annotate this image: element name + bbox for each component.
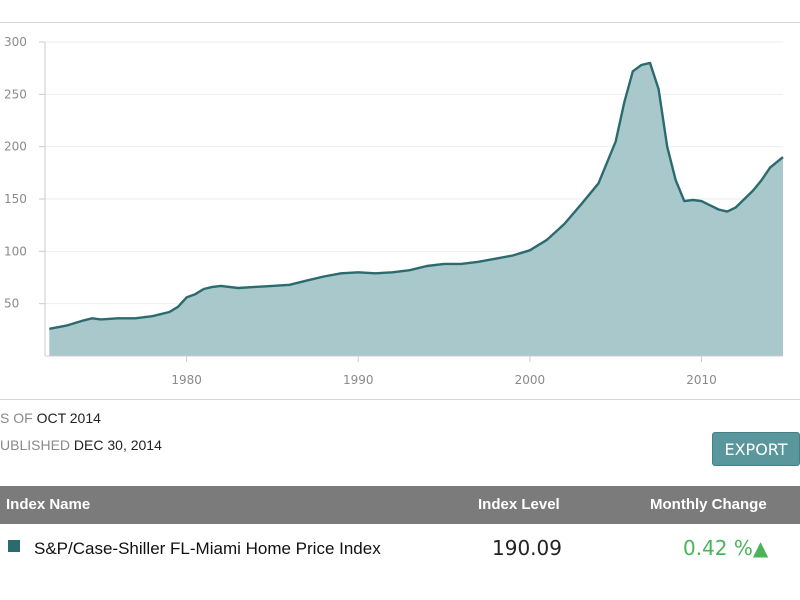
up-arrow-icon: ▲ <box>752 536 769 560</box>
y-tick-label: 300 <box>4 35 27 49</box>
table-row: S&P/Case-Shiller FL-Miami Home Price Ind… <box>0 524 800 600</box>
as-of-line: S OF OCT 2014 <box>0 410 101 426</box>
axis-layer: 300 250 200 150 100 50 1980 1990 2000 2010 <box>4 35 783 387</box>
header-index-level[interactable]: Index Level <box>478 496 560 513</box>
y-tick-label: 200 <box>4 140 27 154</box>
monthly-change-value: 0.42 % <box>683 536 753 560</box>
published-line: UBLISHED DEC 30, 2014 <box>0 437 162 453</box>
x-tick-label: 2000 <box>515 373 546 387</box>
monthly-change-cell: 0.42 %▲ <box>683 536 768 560</box>
as-of-label: S OF <box>0 410 33 426</box>
y-tick-label: 150 <box>4 192 27 206</box>
as-of-value: OCT 2014 <box>36 410 101 426</box>
header-index-name[interactable]: Index Name <box>6 496 91 513</box>
x-tick-label: 2010 <box>686 373 717 387</box>
published-value: DEC 30, 2014 <box>73 437 162 453</box>
published-label: UBLISHED <box>0 437 71 453</box>
series-area-fill <box>49 62 784 357</box>
area-layer <box>49 61 784 357</box>
series-line <box>49 61 784 330</box>
y-tick-label: 100 <box>4 244 27 258</box>
series-color-swatch <box>8 540 20 552</box>
x-tick-label: 1980 <box>171 373 202 387</box>
y-tick-label: 50 <box>4 297 19 311</box>
export-button[interactable]: EXPORT <box>712 432 800 466</box>
y-tick-label: 250 <box>4 87 27 101</box>
x-tick-label: 1990 <box>343 373 374 387</box>
table-header: Index Name Index Level Monthly Change <box>0 486 800 524</box>
price-index-chart: 300 250 200 150 100 50 1980 1990 2000 2010 <box>4 35 784 387</box>
index-level-cell: 190.09 <box>492 536 562 560</box>
header-monthly-change[interactable]: Monthly Change <box>650 496 767 513</box>
index-name-cell: S&P/Case-Shiller FL-Miami Home Price Ind… <box>34 539 381 558</box>
